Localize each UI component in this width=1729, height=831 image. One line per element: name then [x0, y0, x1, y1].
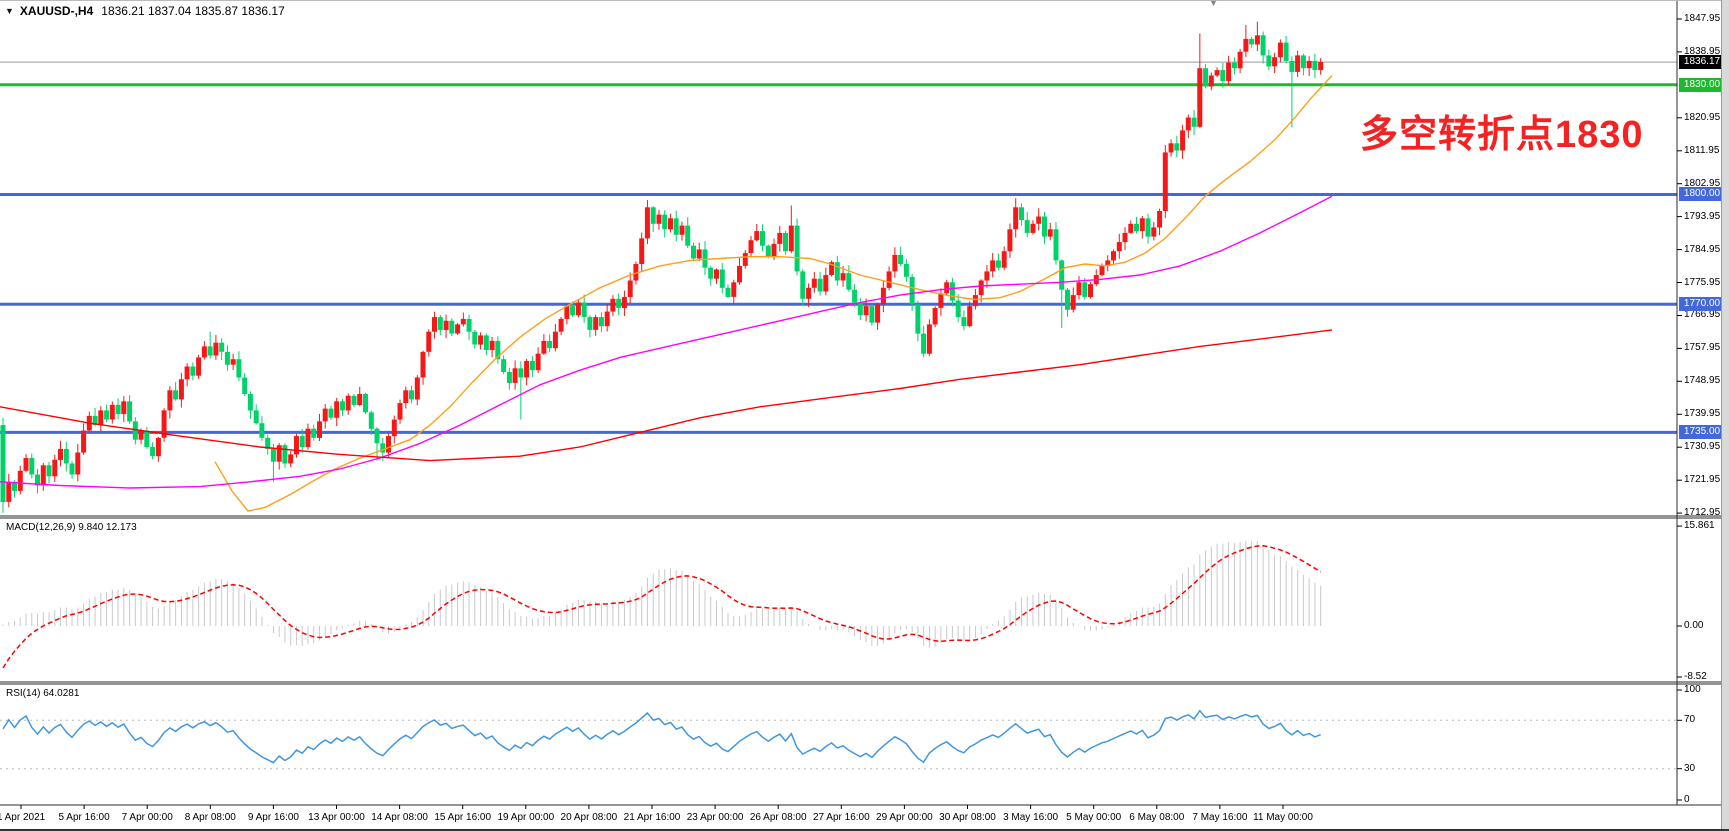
time-axis-label: 9 Apr 16:00: [247, 812, 299, 823]
symbol-timeframe-label: XAUUSD-,H4: [19, 4, 94, 18]
symbol-dropdown-icon[interactable]: ▼: [5, 6, 14, 16]
window-bottom-edge: [0, 829, 1729, 831]
time-axis-label: 1 Apr 2021: [0, 812, 46, 823]
chart-title-bar: ▼ XAUUSD-,H4 1836.21 1837.04 1835.87 1836.…: [5, 4, 285, 18]
window-scrollbar[interactable]: [1721, 0, 1729, 831]
macd-axis-label: -8.52: [1684, 671, 1707, 682]
price-level-badge: 1735.00: [1679, 425, 1725, 440]
price-level-badge: 1836.17: [1679, 55, 1725, 70]
price-axis-label: 1712.95: [1684, 507, 1721, 519]
price-level-badge: 1800.00: [1679, 187, 1725, 202]
price-axis-label: 1784.95: [1684, 243, 1721, 255]
price-axis-label: 1730.95: [1684, 441, 1721, 453]
time-axis-label: 7 Apr 00:00: [121, 812, 173, 823]
rsi-indicator-label: RSI(14) 64.0281: [6, 688, 80, 699]
rsi-axis-label: 100: [1684, 684, 1701, 695]
price-axis-label: 1757.95: [1684, 342, 1721, 354]
time-axis-label: 19 Apr 00:00: [497, 812, 555, 823]
time-axis-label: 20 Apr 08:00: [560, 812, 618, 823]
rsi-axis-label: 0: [1684, 794, 1690, 805]
time-axis-label: 21 Apr 16:00: [623, 812, 681, 823]
time-axis-label: 5 Apr 16:00: [58, 812, 110, 823]
price-axis-label: 1775.95: [1684, 276, 1721, 288]
time-axis-label: 23 Apr 00:00: [686, 812, 744, 823]
price-axis-label: 1838.95: [1684, 45, 1721, 57]
time-axis-label: 5 May 00:00: [1066, 812, 1122, 823]
price-axis-label: 1847.95: [1684, 13, 1721, 24]
price-level-badge: 1830.00: [1679, 77, 1725, 92]
time-axis-label: 27 Apr 16:00: [812, 812, 870, 823]
macd-axis-label: 15.861: [1684, 520, 1715, 532]
time-axis-label: 30 Apr 08:00: [939, 812, 996, 823]
time-axis-label: 26 Apr 08:00: [749, 812, 807, 823]
macd-indicator-label: MACD(12,26,9) 9.840 12.173: [6, 522, 137, 533]
price-axis-label: 1820.95: [1684, 111, 1721, 123]
time-axis-label: 29 Apr 00:00: [876, 812, 933, 823]
time-axis-label: 8 Apr 08:00: [184, 812, 236, 823]
price-axis-label: 1739.95: [1684, 408, 1721, 420]
time-axis-label: 7 May 16:00: [1192, 812, 1248, 823]
price-axis-label: 1811.95: [1684, 144, 1720, 156]
price-axis-label: 1793.95: [1684, 210, 1721, 222]
price-axis-label: 1802.95: [1684, 177, 1721, 189]
price-axis-label: 1748.95: [1684, 375, 1721, 387]
rsi-axis-label: 30: [1684, 762, 1696, 774]
time-axis-label: 3 May 16:00: [1003, 812, 1059, 823]
rsi-axis-label: 70: [1684, 714, 1696, 726]
price-level-badge: 1770.00: [1679, 297, 1725, 312]
time-axis-label: 6 May 08:00: [1129, 812, 1185, 823]
macd-axis-label: 0.00: [1684, 620, 1704, 631]
price-axis-label: 1766.95: [1684, 309, 1721, 321]
ohlc-values: 1836.21 1837.04 1835.87 1836.17: [101, 4, 285, 18]
time-axis-label: 15 Apr 16:00: [434, 812, 492, 823]
chart-shift-marker-icon[interactable]: ▼: [1209, 0, 1218, 8]
time-axis-label: 13 Apr 00:00: [308, 812, 365, 823]
time-axis-label: 14 Apr 08:00: [371, 812, 428, 823]
turning-point-annotation: 多空转折点1830: [1360, 114, 1644, 156]
price-axis-label: 1721.95: [1684, 474, 1721, 486]
time-axis-label: 11 May 00:00: [1253, 812, 1313, 823]
